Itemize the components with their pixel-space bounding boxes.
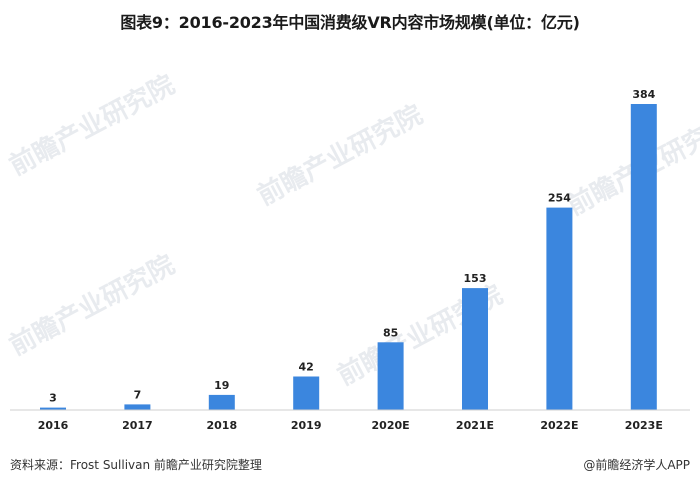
x-tick-label-2021E: 2021E	[456, 419, 494, 432]
value-labels-group: 3 7 19 42 85 153 254 384	[49, 88, 655, 405]
x-tick-label-2022E: 2022E	[540, 419, 578, 432]
value-label-2022E: 254	[548, 192, 571, 205]
bar-2018	[208, 394, 235, 410]
bar-2016	[40, 407, 66, 410]
x-tick-label-2020E: 2020E	[372, 419, 410, 432]
chart-title: 图表9：2016-2023年中国消费级VR内容市场规模(单位：亿元)	[120, 13, 580, 32]
value-label-2017: 7	[134, 388, 142, 401]
value-label-2016: 3	[49, 392, 57, 405]
bars-group	[40, 104, 657, 410]
x-tick-label-2017: 2017	[122, 419, 153, 432]
x-tick-label-2018: 2018	[206, 419, 237, 432]
bar-2017	[124, 404, 151, 410]
bar-2020E	[377, 342, 404, 410]
x-tick-label-2019: 2019	[291, 419, 322, 432]
x-tick-label-2016: 2016	[38, 419, 69, 432]
brand-credit: @前瞻经济学人APP	[583, 458, 690, 472]
value-label-2021E: 153	[464, 272, 487, 285]
x-tick-labels-group: 2016 2017 2018 2019 2020E 2021E 2022E 2023E	[38, 419, 663, 432]
bar-2022E	[546, 207, 573, 410]
value-label-2019: 42	[299, 361, 314, 374]
bar-2021E	[462, 288, 488, 410]
bar-2019	[293, 376, 320, 410]
source-note: 资料来源：Frost Sullivan 前瞻产业研究院整理	[10, 458, 262, 472]
x-tick-label-2023E: 2023E	[625, 419, 663, 432]
value-label-2023E: 384	[632, 88, 655, 101]
value-label-2018: 19	[214, 379, 229, 392]
bar-2023E	[630, 104, 657, 410]
value-label-2020E: 85	[383, 326, 398, 339]
